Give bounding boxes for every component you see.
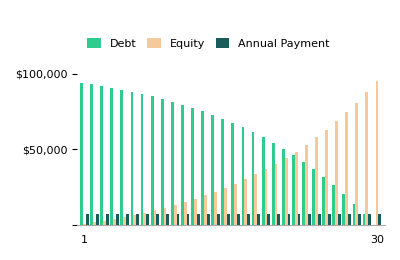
Bar — [120, 90, 123, 225]
Bar — [176, 214, 179, 225]
Bar — [207, 214, 210, 225]
Bar — [278, 214, 280, 225]
Bar — [315, 138, 318, 225]
Bar — [187, 214, 190, 225]
Bar — [136, 214, 139, 225]
Bar — [146, 214, 149, 225]
Bar — [201, 111, 204, 225]
Bar — [308, 214, 310, 225]
Bar — [181, 105, 184, 225]
Bar — [355, 103, 358, 225]
Bar — [234, 184, 237, 225]
Bar — [302, 162, 305, 225]
Bar — [174, 205, 176, 225]
Bar — [312, 169, 315, 225]
Bar — [106, 214, 109, 225]
Bar — [194, 199, 197, 225]
Bar — [305, 145, 308, 225]
Bar — [90, 84, 93, 225]
Bar — [292, 155, 295, 225]
Bar — [257, 214, 260, 225]
Bar — [83, 224, 86, 225]
Bar — [328, 214, 331, 225]
Bar — [298, 214, 300, 225]
Bar — [295, 152, 298, 225]
Bar — [376, 81, 378, 225]
Bar — [335, 121, 338, 225]
Bar — [366, 92, 368, 225]
Bar — [113, 219, 116, 225]
Bar — [352, 204, 355, 225]
Bar — [204, 195, 207, 225]
Bar — [242, 127, 244, 225]
Bar — [254, 174, 257, 225]
Bar — [244, 179, 247, 225]
Bar — [282, 149, 285, 225]
Bar — [100, 86, 103, 225]
Bar — [133, 215, 136, 225]
Bar — [96, 214, 99, 225]
Bar — [154, 210, 156, 225]
Bar — [325, 130, 328, 225]
Bar — [221, 119, 224, 225]
Bar — [140, 94, 144, 225]
Legend: Debt, Equity, Annual Payment: Debt, Equity, Annual Payment — [83, 34, 334, 54]
Bar — [217, 214, 220, 225]
Bar — [262, 137, 264, 225]
Bar — [362, 214, 366, 225]
Bar — [378, 214, 381, 225]
Bar — [342, 194, 345, 225]
Bar — [86, 214, 88, 225]
Bar — [272, 143, 275, 225]
Bar — [123, 217, 126, 225]
Bar — [247, 214, 250, 225]
Bar — [275, 164, 278, 225]
Bar — [156, 214, 159, 225]
Bar — [164, 207, 166, 225]
Bar — [110, 88, 113, 225]
Bar — [318, 214, 321, 225]
Bar — [338, 214, 341, 225]
Bar — [267, 214, 270, 225]
Bar — [197, 214, 200, 225]
Bar — [144, 212, 146, 225]
Bar — [368, 214, 371, 225]
Bar — [93, 222, 96, 225]
Bar — [322, 177, 325, 225]
Bar — [161, 99, 164, 225]
Bar — [184, 202, 187, 225]
Bar — [214, 192, 217, 225]
Bar — [358, 214, 361, 225]
Bar — [116, 214, 119, 225]
Bar — [232, 123, 234, 225]
Bar — [332, 185, 335, 225]
Bar — [224, 188, 227, 225]
Bar — [227, 214, 230, 225]
Bar — [130, 92, 133, 225]
Bar — [264, 169, 267, 225]
Bar — [103, 220, 106, 225]
Bar — [285, 158, 288, 225]
Bar — [126, 214, 129, 225]
Bar — [345, 112, 348, 225]
Bar — [211, 115, 214, 225]
Bar — [348, 214, 351, 225]
Bar — [191, 108, 194, 225]
Bar — [288, 214, 290, 225]
Bar — [237, 214, 240, 225]
Bar — [252, 132, 254, 225]
Bar — [80, 83, 83, 225]
Bar — [151, 96, 154, 225]
Bar — [166, 214, 169, 225]
Bar — [171, 102, 174, 225]
